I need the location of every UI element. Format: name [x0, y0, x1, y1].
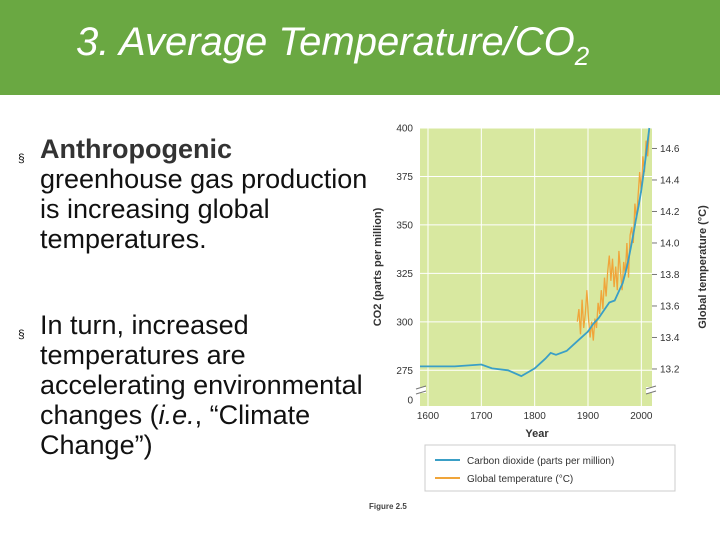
y-right-tick-label: 14.4: [660, 175, 680, 186]
y-left-tick-label: 325: [396, 269, 413, 280]
co2-line: [420, 127, 651, 378]
y-right-tick-label: 13.2: [660, 364, 680, 375]
bullet-2: § In turn, increased temperatures are ac…: [18, 310, 368, 460]
axis-break-gap: [646, 387, 656, 393]
y-left-tick-label: 350: [396, 220, 413, 231]
y-left-tick-label: 400: [396, 124, 413, 135]
y-right-tick-label: 14.2: [660, 207, 680, 218]
title-bar: 3. Average Temperature/CO2: [0, 0, 720, 95]
tick-labels: 1600 1700 1800 1900 2000 275 300 325 350 375 400 0 1…: [396, 124, 680, 423]
axis-break-mark: [415, 385, 427, 390]
bullet-1-text: greenhouse gas production is increasing …: [40, 164, 368, 254]
axis-break-gap: [416, 387, 426, 393]
y-right-tick-label: 14.6: [660, 144, 680, 155]
y-axis-left-label: CO2 (parts per million): [372, 207, 384, 326]
bullet-2-text-end: , “Climate Change”): [40, 400, 311, 460]
y-right-tick-label: 13.8: [660, 270, 680, 281]
legend-co2-label: Carbon dioxide (parts per million): [467, 456, 614, 467]
figure-label: Figure 2.5: [369, 502, 407, 511]
legend-temperature-label: Global temperature (°C): [467, 474, 573, 485]
axis-break-mark: [645, 390, 657, 395]
slide-title-main: 3. Average Temperature/CO: [76, 20, 575, 64]
bullet-list: § Anthropogenic greenhouse gas productio…: [18, 134, 368, 460]
bullet-2-text: In turn, increased temperatures are acce…: [40, 310, 363, 430]
y-right-tick-label: 13.6: [660, 301, 680, 312]
bullet-1: § Anthropogenic greenhouse gas productio…: [18, 134, 368, 254]
y-left-tick-label: 375: [396, 172, 413, 183]
axis-break-mark: [645, 385, 657, 390]
y-axis-right-label: Global temperature (°C): [697, 205, 709, 329]
bullet-2-ie: i.e.: [158, 400, 195, 430]
grid: [420, 127, 652, 406]
bullet-1-head: Anthropogenic: [40, 134, 232, 164]
slide-title-subscript: 2: [574, 41, 590, 71]
y-left-tick-label: 300: [396, 317, 413, 328]
x-tick-label: 1700: [470, 411, 493, 422]
y-left-tick-label: 275: [396, 366, 413, 377]
plot-area: [420, 128, 652, 406]
bullet-marker-icon: §: [18, 327, 25, 341]
y-right-tick-label: 13.4: [660, 333, 680, 344]
axis-break-mark: [415, 390, 427, 395]
y-left-tick-label-zero: 0: [407, 396, 413, 407]
slide-title: 3. Average Temperature/CO2: [76, 20, 589, 72]
axis-break: [415, 385, 657, 395]
x-tick-label: 1600: [417, 411, 440, 422]
co2-temperature-chart: 1600 1700 1800 1900 2000 275 300 325 350 375 400 0 1…: [369, 124, 709, 512]
legend: [424, 444, 676, 492]
bullet-marker-icon: §: [18, 151, 25, 165]
y-right-tick-label: 14.0: [660, 238, 680, 249]
x-tick-label: 2000: [630, 411, 653, 422]
x-tick-label: 1800: [524, 411, 547, 422]
x-axis-label: Year: [525, 428, 549, 440]
x-tick-label: 1900: [577, 411, 600, 422]
